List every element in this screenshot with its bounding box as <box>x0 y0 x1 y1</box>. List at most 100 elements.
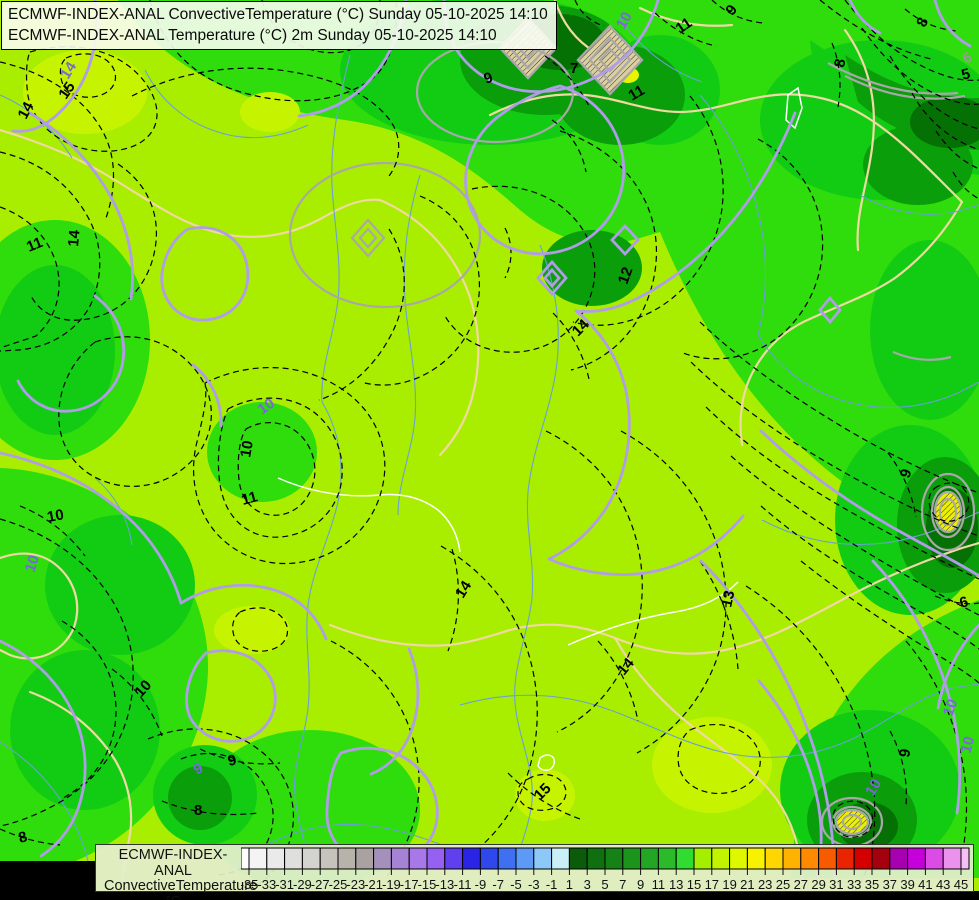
colorbar-tick-label: -5 <box>510 877 522 892</box>
colorbar-tick-label: -33 <box>257 877 276 892</box>
colorbar-cell <box>241 847 250 870</box>
contour-label: 7 <box>570 60 578 77</box>
colorbar-cell <box>746 847 766 870</box>
title-line-convective: ECMWF-INDEX-ANAL ConvectiveTemperature (… <box>8 6 548 23</box>
colorbar-tick-label: 33 <box>847 877 861 892</box>
colorbar-cell <box>586 847 606 870</box>
colorbar-tick-label: 17 <box>705 877 719 892</box>
colorbar-cell <box>942 847 962 870</box>
colorbar-tick-label: -19 <box>382 877 401 892</box>
colorbar-tick-label: 1 <box>566 877 573 892</box>
colorbar-tick-label: 31 <box>829 877 843 892</box>
colorbar-cell <box>871 847 891 870</box>
colorbar: -35 -33 -31 -29 -27 -25 -23 -21 -19 -17 -15 -13 -11-… <box>241 847 970 892</box>
colorbar-tick-label: 11 <box>652 877 666 892</box>
colorbar-cell <box>408 847 428 870</box>
contour-label: 10 <box>255 395 278 418</box>
colorbar-tick-label: -15 <box>418 877 437 892</box>
colorbar-tick-label: 35 <box>865 877 879 892</box>
colorbar-tick-label: -7 <box>492 877 504 892</box>
contour-label: 12 <box>615 265 637 286</box>
map-black-strip <box>0 891 979 900</box>
colorbar-cell <box>889 847 909 870</box>
colorbar-tick-label: 9 <box>637 877 644 892</box>
colorbar-tick-label: 21 <box>740 877 754 892</box>
colorbar-cell <box>462 847 481 870</box>
colorbar-tick-label: -21 <box>364 877 383 892</box>
legend-parameter: ConvectiveTemperature <box>104 878 258 894</box>
colorbar-tick-label: -13 <box>435 877 454 892</box>
colorbar-tick-label: -31 <box>275 877 294 892</box>
colorbar-tick-label: 39 <box>900 877 914 892</box>
colorbar-cell <box>693 847 713 870</box>
legend-product: ECMWF-INDEX-ANAL <box>118 847 228 879</box>
contour-label: 14 <box>15 99 38 122</box>
contour-label: 14 <box>65 229 83 248</box>
contour-label: 8 <box>831 58 849 69</box>
contour-label: 9 <box>226 752 238 770</box>
title-box: ECMWF-INDEX-ANAL ConvectiveTemperature (… <box>1 1 557 50</box>
colorbar-cell <box>301 847 321 870</box>
colorbar-cell <box>800 847 820 870</box>
colorbar-cell <box>390 847 410 870</box>
colorbar-tick-label: -9 <box>475 877 487 892</box>
colorbar-tick-label: -3 <box>528 877 540 892</box>
colorbar-cell <box>266 847 286 870</box>
colorbar-cell <box>729 847 748 870</box>
colorbar-cell <box>337 847 357 870</box>
colorbar-cell <box>497 847 517 870</box>
colorbar-cell <box>284 847 303 870</box>
colorbar-cell <box>248 847 268 870</box>
contour-label: 10 <box>613 9 636 32</box>
colorbar-cell <box>622 847 642 870</box>
colorbar-tick-label: -35 <box>241 877 258 892</box>
contour-label: 10 <box>237 439 257 458</box>
colorbar-cell <box>568 847 588 870</box>
colorbar-tick-label: -23 <box>346 877 365 892</box>
colorbar-tick-label: 19 <box>722 877 736 892</box>
colorbar-cell <box>551 847 570 870</box>
colorbar-tick-label: 43 <box>936 877 950 892</box>
colorbar-tick-label: -11 <box>454 877 472 892</box>
colorbar-cell <box>764 847 784 870</box>
colorbar-tick-label: 41 <box>918 877 932 892</box>
contour-label: 10 <box>22 553 43 574</box>
colorbar-cell <box>355 847 375 870</box>
legend-unit: °C <box>104 894 242 900</box>
colorbar-cell <box>907 847 926 870</box>
legend-box: ECMWF-INDEX-ANAL ConvectiveTemperature °… <box>95 844 974 900</box>
colorbar-tick-label: -27 <box>311 877 330 892</box>
colorbar-tick-label: 45 <box>954 877 968 892</box>
colorbar-tick-label: 13 <box>669 877 683 892</box>
colorbar-cell <box>818 847 837 870</box>
colorbar-cell <box>479 847 499 870</box>
contour-label: 10 <box>46 506 65 526</box>
contour-label: 8 <box>194 802 202 819</box>
colorbar-tick-label: -29 <box>293 877 312 892</box>
colorbar-cell <box>515 847 535 870</box>
colorbar-cell <box>835 847 855 870</box>
contour-label: 15 <box>55 79 78 102</box>
colorbar-cell <box>533 847 553 870</box>
contour-label: 10 <box>957 735 978 756</box>
colorbar-tick-label: 15 <box>687 877 701 892</box>
title-line-temperature: ECMWF-INDEX-ANAL Temperature (°C) 2m Sun… <box>8 27 497 44</box>
colorbar-tick-label: 3 <box>584 877 591 892</box>
colorbar-cell <box>373 847 392 870</box>
colorbar-tick-label: -25 <box>329 877 348 892</box>
colorbar-tick-label: 7 <box>619 877 626 892</box>
contour-label: 11 <box>626 82 648 105</box>
colorbar-cell <box>657 847 677 870</box>
colorbar-cell <box>444 847 464 870</box>
colorbar-tick-label: 37 <box>883 877 897 892</box>
contour-label: 9 <box>896 748 914 759</box>
colorbar-cell <box>782 847 802 870</box>
colorbar-tick-label: 27 <box>794 877 808 892</box>
contour-label: 11 <box>24 234 45 256</box>
temperature-contours <box>0 0 979 880</box>
colorbar-cell <box>426 847 446 870</box>
contour-label: 10 <box>940 697 962 718</box>
